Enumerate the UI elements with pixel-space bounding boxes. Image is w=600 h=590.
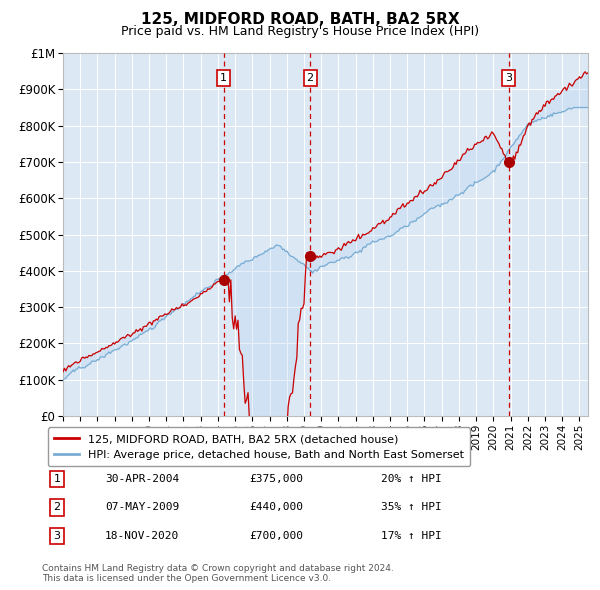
Text: 125, MIDFORD ROAD, BATH, BA2 5RX: 125, MIDFORD ROAD, BATH, BA2 5RX	[140, 12, 460, 27]
Text: 3: 3	[505, 73, 512, 83]
Text: 2: 2	[307, 73, 314, 83]
Text: £700,000: £700,000	[249, 531, 303, 540]
Text: 30-APR-2004: 30-APR-2004	[105, 474, 179, 484]
Text: 07-MAY-2009: 07-MAY-2009	[105, 503, 179, 512]
Text: 1: 1	[220, 73, 227, 83]
Text: 2: 2	[53, 503, 61, 512]
Text: 1: 1	[53, 474, 61, 484]
Text: £375,000: £375,000	[249, 474, 303, 484]
Text: 17% ↑ HPI: 17% ↑ HPI	[381, 531, 442, 540]
Text: 18-NOV-2020: 18-NOV-2020	[105, 531, 179, 540]
Text: Price paid vs. HM Land Registry's House Price Index (HPI): Price paid vs. HM Land Registry's House …	[121, 25, 479, 38]
Legend: 125, MIDFORD ROAD, BATH, BA2 5RX (detached house), HPI: Average price, detached : 125, MIDFORD ROAD, BATH, BA2 5RX (detach…	[47, 427, 470, 466]
Text: 35% ↑ HPI: 35% ↑ HPI	[381, 503, 442, 512]
Text: 20% ↑ HPI: 20% ↑ HPI	[381, 474, 442, 484]
Text: Contains HM Land Registry data © Crown copyright and database right 2024.
This d: Contains HM Land Registry data © Crown c…	[42, 563, 394, 583]
Text: 3: 3	[53, 531, 61, 540]
Text: £440,000: £440,000	[249, 503, 303, 512]
